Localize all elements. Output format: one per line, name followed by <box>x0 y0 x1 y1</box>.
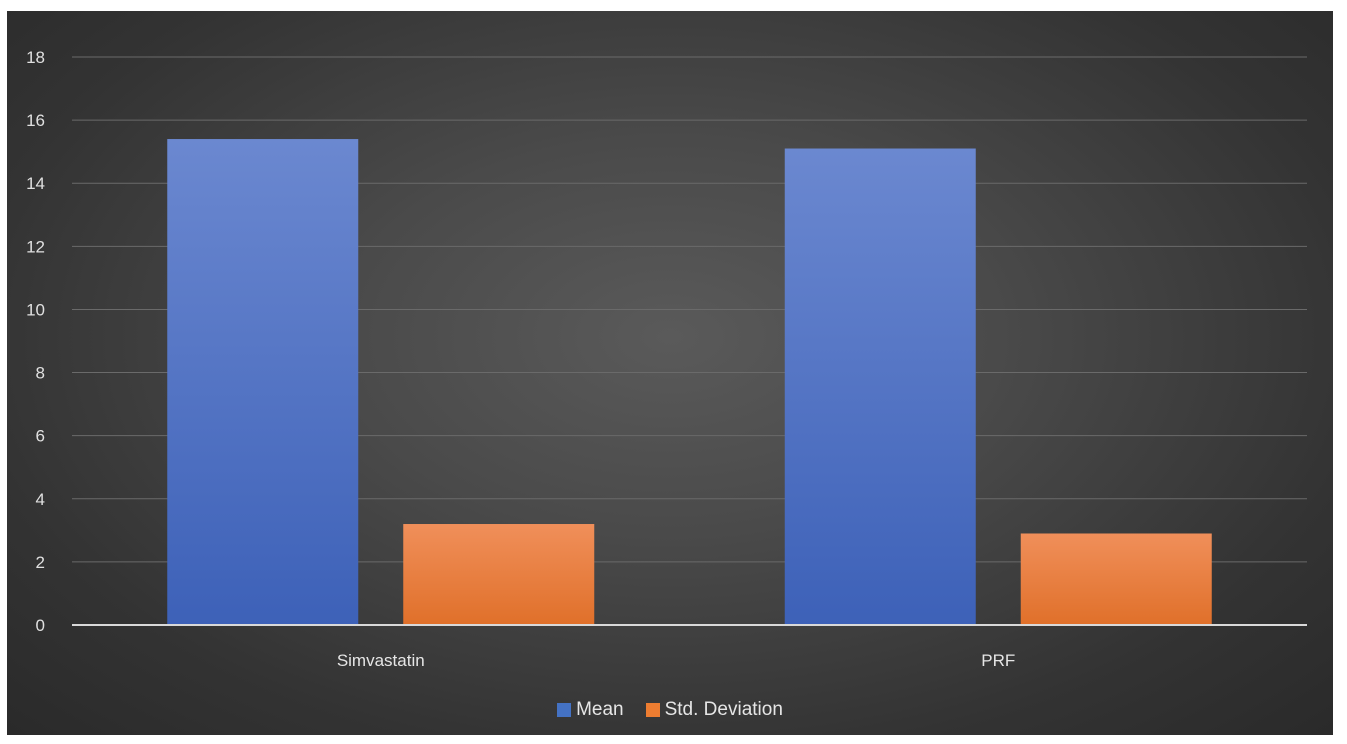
y-tick-label: 6 <box>36 427 45 446</box>
legend: Mean Std. Deviation <box>7 699 1333 721</box>
bar-mean-simvastatin <box>167 139 359 626</box>
bar-std-deviation-simvastatin <box>403 524 595 625</box>
y-tick-label: 4 <box>36 490 45 509</box>
y-tick-label: 8 <box>36 364 45 383</box>
x-category-label: PRF <box>981 651 1015 670</box>
legend-swatch-mean <box>557 703 572 717</box>
y-tick-label: 0 <box>36 616 45 635</box>
bar-std-deviation-prf <box>1020 533 1212 625</box>
legend-item-mean: Mean <box>557 699 624 721</box>
bars <box>167 139 1212 626</box>
y-tick-label: 12 <box>26 237 45 256</box>
y-tick-label: 10 <box>26 300 45 319</box>
y-axis-ticks: 0 2 4 6 8 10 12 14 16 18 <box>26 48 45 635</box>
legend-swatch-std-deviation <box>645 703 660 717</box>
bar-chart: 0 2 4 6 8 10 12 14 16 18 Simvastatin PRF <box>26 48 1307 670</box>
legend-label-mean: Mean <box>576 699 624 720</box>
bar-mean-prf <box>784 148 976 625</box>
y-tick-label: 14 <box>26 174 45 193</box>
y-tick-label: 2 <box>36 553 45 572</box>
legend-label-std-deviation: Std. Deviation <box>664 699 783 720</box>
chart-area: 0 2 4 6 8 10 12 14 16 18 Simvastatin PRF Mean Std.… <box>7 11 1333 735</box>
legend-item-std-deviation: Std. Deviation <box>645 699 783 721</box>
x-category-label: Simvastatin <box>337 651 425 670</box>
y-tick-label: 16 <box>26 111 45 130</box>
y-tick-label: 18 <box>26 48 45 67</box>
x-axis-categories: Simvastatin PRF <box>337 651 1015 670</box>
